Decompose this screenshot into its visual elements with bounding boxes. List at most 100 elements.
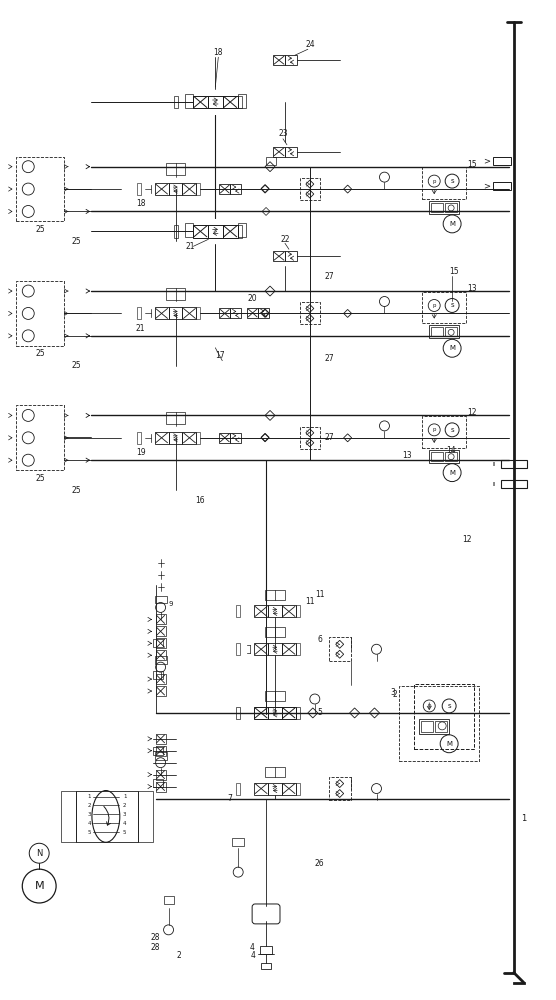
Bar xyxy=(182,432,196,444)
Bar xyxy=(182,307,196,319)
Text: II: II xyxy=(493,482,496,487)
Bar xyxy=(156,770,166,780)
Bar xyxy=(419,719,449,734)
Text: 27: 27 xyxy=(325,354,335,363)
Text: 18: 18 xyxy=(214,48,223,57)
Text: 19: 19 xyxy=(136,448,146,457)
Bar xyxy=(296,707,300,719)
Bar xyxy=(185,94,193,108)
Bar xyxy=(155,596,167,603)
Bar xyxy=(166,288,186,300)
Bar xyxy=(273,147,285,157)
Text: M: M xyxy=(34,881,44,891)
Bar xyxy=(265,627,285,637)
Bar xyxy=(265,691,285,701)
Bar xyxy=(238,223,246,237)
Text: 18: 18 xyxy=(136,199,146,208)
Bar xyxy=(153,671,162,679)
Bar xyxy=(156,734,166,744)
Bar xyxy=(254,643,268,655)
Bar xyxy=(296,605,300,617)
Bar xyxy=(219,308,230,318)
Bar xyxy=(155,307,168,319)
Text: s: s xyxy=(448,703,451,709)
Text: 4: 4 xyxy=(250,943,255,952)
Text: 25: 25 xyxy=(36,474,45,483)
Bar xyxy=(300,302,320,324)
Text: >: > xyxy=(483,156,490,165)
Bar xyxy=(501,480,527,488)
Bar xyxy=(156,746,166,756)
Text: s: s xyxy=(450,302,454,308)
Bar xyxy=(174,225,178,238)
Bar xyxy=(193,96,208,108)
Bar xyxy=(435,721,447,732)
Text: 25: 25 xyxy=(71,237,81,246)
Bar xyxy=(329,637,351,661)
Bar xyxy=(208,225,223,238)
Bar xyxy=(156,614,166,624)
Bar xyxy=(429,325,459,338)
Bar xyxy=(155,183,168,195)
Text: 6: 6 xyxy=(317,635,322,644)
Bar xyxy=(156,638,166,648)
Bar xyxy=(261,963,271,969)
Bar xyxy=(329,777,351,800)
Text: 27: 27 xyxy=(325,433,335,442)
Text: 17: 17 xyxy=(216,351,225,360)
Bar xyxy=(61,791,76,842)
Bar xyxy=(265,767,285,777)
Bar xyxy=(254,783,268,795)
Text: 3: 3 xyxy=(390,688,395,697)
Bar xyxy=(155,656,167,664)
Text: 7: 7 xyxy=(228,794,232,803)
Text: 12: 12 xyxy=(467,408,477,417)
Bar xyxy=(429,201,459,214)
Text: 3: 3 xyxy=(123,812,127,817)
Text: 5: 5 xyxy=(123,830,127,835)
Bar xyxy=(265,590,285,600)
Bar xyxy=(156,626,166,636)
Bar xyxy=(219,184,230,194)
Text: 16: 16 xyxy=(196,496,205,505)
Bar xyxy=(247,308,258,318)
Bar xyxy=(260,946,272,954)
Bar xyxy=(163,896,173,904)
Text: s: s xyxy=(450,427,454,433)
Bar xyxy=(137,307,141,319)
Bar xyxy=(138,791,153,842)
Bar xyxy=(168,183,182,195)
Bar xyxy=(16,405,64,470)
Bar xyxy=(422,167,466,199)
Bar xyxy=(273,251,285,261)
Text: 11: 11 xyxy=(305,597,315,606)
Bar xyxy=(236,783,240,795)
Bar xyxy=(254,707,268,719)
Text: 1: 1 xyxy=(123,794,127,799)
Text: 2: 2 xyxy=(123,803,127,808)
Bar xyxy=(156,650,166,660)
Bar xyxy=(414,684,474,749)
Text: 2: 2 xyxy=(176,951,181,960)
Bar xyxy=(219,433,230,443)
Text: M: M xyxy=(449,345,455,351)
Text: 21: 21 xyxy=(136,324,146,333)
Text: 2: 2 xyxy=(392,690,397,699)
Bar xyxy=(282,707,296,719)
Bar xyxy=(268,707,282,719)
Text: 4: 4 xyxy=(251,951,256,960)
Text: 9: 9 xyxy=(168,601,173,607)
Bar xyxy=(153,779,162,787)
Bar xyxy=(196,432,200,444)
Bar xyxy=(16,157,64,221)
Bar xyxy=(156,686,166,696)
Bar xyxy=(76,791,138,842)
Bar xyxy=(268,643,282,655)
Bar xyxy=(285,147,297,157)
Bar xyxy=(296,643,300,655)
Bar xyxy=(238,94,246,108)
Text: p: p xyxy=(428,703,431,708)
Text: 25: 25 xyxy=(36,349,45,358)
Bar xyxy=(399,686,479,761)
Text: 22: 22 xyxy=(280,235,290,244)
